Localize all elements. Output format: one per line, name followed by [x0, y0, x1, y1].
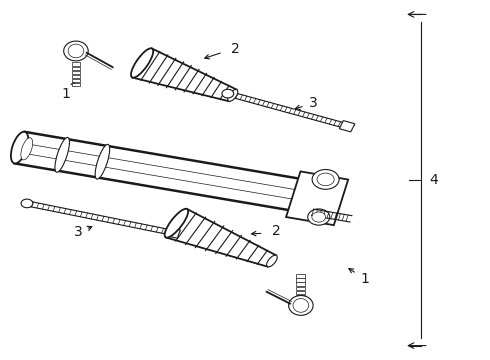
Text: 1: 1 [361, 272, 369, 286]
Bar [72, 75, 80, 78]
Text: 3: 3 [74, 225, 83, 239]
Bar [296, 291, 305, 294]
Ellipse shape [312, 170, 339, 189]
Ellipse shape [289, 296, 313, 315]
Ellipse shape [95, 144, 110, 179]
Ellipse shape [131, 48, 153, 78]
Polygon shape [166, 228, 180, 238]
Bar [296, 283, 305, 286]
Ellipse shape [222, 89, 234, 98]
Bar [72, 79, 80, 82]
Ellipse shape [293, 298, 309, 312]
Text: 1: 1 [62, 87, 71, 100]
Bar [72, 71, 80, 74]
Bar [72, 62, 80, 66]
Ellipse shape [21, 199, 33, 208]
Bar [72, 67, 80, 70]
Bar [296, 278, 305, 282]
Ellipse shape [267, 255, 277, 267]
Ellipse shape [64, 41, 88, 61]
Ellipse shape [165, 209, 188, 238]
Ellipse shape [317, 173, 334, 186]
Text: 2: 2 [272, 224, 281, 238]
Ellipse shape [11, 132, 28, 163]
Bar [296, 287, 305, 290]
Ellipse shape [21, 138, 33, 160]
Text: 3: 3 [309, 96, 318, 109]
Bar [296, 274, 305, 278]
Ellipse shape [228, 89, 238, 102]
Ellipse shape [68, 44, 84, 58]
Polygon shape [286, 171, 348, 225]
Text: 4: 4 [429, 173, 438, 187]
Bar [296, 295, 305, 298]
Ellipse shape [312, 212, 326, 222]
Bar [72, 83, 80, 86]
Text: 2: 2 [231, 42, 240, 55]
Ellipse shape [308, 209, 330, 225]
Ellipse shape [55, 138, 70, 172]
Polygon shape [339, 121, 355, 132]
